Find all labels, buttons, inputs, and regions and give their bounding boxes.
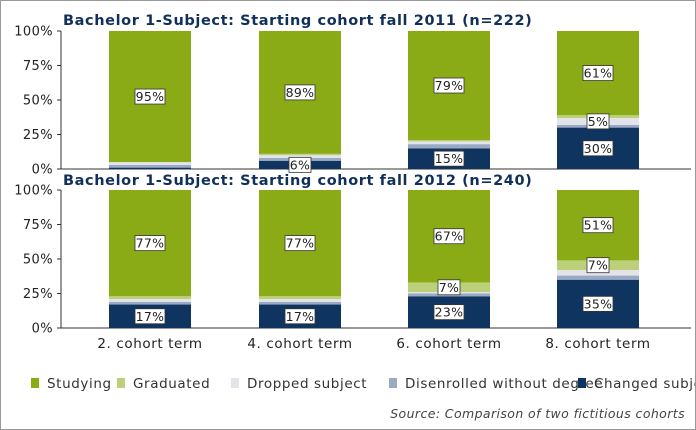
y-tick-label: 75% <box>23 59 53 74</box>
data-label-box <box>284 84 316 101</box>
data-label-box <box>433 228 465 245</box>
legend-label: Changed subject <box>594 376 696 392</box>
data-label: 89% <box>286 85 315 100</box>
data-label: 15% <box>435 151 464 166</box>
bar-segment-dropped-subject <box>259 299 341 302</box>
data-label: 61% <box>584 66 613 81</box>
x-tick-label: 2. cohort term <box>97 336 202 352</box>
panel-title: Bachelor 1-Subject: Starting cohort fall… <box>63 13 532 29</box>
data-label: 17% <box>286 309 315 324</box>
y-tick-label: 0% <box>32 163 53 178</box>
bar-segment-dropped-subject <box>408 141 490 145</box>
data-label-box <box>284 308 316 325</box>
bar-segment-disenrolled-without-degree <box>557 275 639 280</box>
legend-swatch <box>389 378 397 388</box>
data-label: 17% <box>136 309 165 324</box>
legend-label: Disenrolled without degree <box>405 376 603 392</box>
y-tick-label: 75% <box>23 218 53 233</box>
y-tick-label: 100% <box>14 184 53 199</box>
data-label: 30% <box>584 141 613 156</box>
data-label-box <box>437 279 461 296</box>
x-tick-label: 8. cohort term <box>545 336 650 352</box>
data-label-box <box>433 150 465 167</box>
y-tick-label: 50% <box>23 253 53 268</box>
bar-segment-dropped-subject <box>109 299 191 302</box>
bar-segment-dropped-subject <box>259 155 341 158</box>
data-label: 7% <box>439 280 459 295</box>
data-label: 23% <box>435 305 464 320</box>
bar-segment-graduated <box>408 140 490 142</box>
bar-segment-graduated <box>259 296 341 300</box>
data-label-box <box>134 308 166 325</box>
legend-swatch <box>31 378 39 388</box>
legend-swatch <box>231 378 239 388</box>
data-label-box <box>433 77 465 94</box>
data-label-box <box>284 235 316 252</box>
legend-label: Studying <box>47 376 112 392</box>
data-label-box <box>134 88 166 105</box>
data-label-box <box>433 304 465 321</box>
data-label: 7% <box>588 258 608 273</box>
data-label: 77% <box>136 236 165 251</box>
y-tick-label: 0% <box>32 322 53 337</box>
data-label: 77% <box>286 236 315 251</box>
data-label-box <box>582 65 614 81</box>
data-label-box <box>134 235 166 252</box>
panel-title: Bachelor 1-Subject: Starting cohort fall… <box>63 173 532 189</box>
data-label-box <box>582 295 614 312</box>
data-label-box <box>586 113 610 130</box>
data-label: 35% <box>584 296 613 311</box>
y-tick-label: 25% <box>23 128 53 143</box>
legend-label: Dropped subject <box>247 376 367 392</box>
bar-segment-changed-subject <box>109 167 191 169</box>
data-label-box <box>582 140 614 157</box>
data-label: 79% <box>435 78 464 93</box>
data-label: 95% <box>136 89 165 104</box>
data-label: 51% <box>584 218 613 233</box>
bar-segment-disenrolled-without-degree <box>109 164 191 168</box>
data-label-box <box>582 217 614 234</box>
data-label-box <box>586 257 610 274</box>
x-tick-label: 4. cohort term <box>247 336 352 352</box>
bar-segment-disenrolled-without-degree <box>408 144 490 149</box>
bar-segment-dropped-subject <box>109 162 191 165</box>
x-tick-label: 6. cohort term <box>396 336 501 352</box>
data-label: 6% <box>290 157 310 172</box>
y-tick-label: 25% <box>23 287 53 302</box>
legend-swatch <box>117 378 125 388</box>
legend-swatch <box>578 378 586 388</box>
bar-segment-disenrolled-without-degree <box>109 301 191 305</box>
bar-segment-graduated <box>109 296 191 300</box>
data-label-box <box>288 156 312 173</box>
data-label: 67% <box>435 229 464 244</box>
legend-label: Graduated <box>133 376 210 392</box>
y-tick-label: 100% <box>14 25 53 40</box>
bar-segment-disenrolled-without-degree <box>259 301 341 305</box>
bar-segment-graduated <box>259 153 341 156</box>
y-tick-label: 50% <box>23 94 53 109</box>
source-note: Source: Comparison of two fictitious coh… <box>390 406 685 421</box>
data-label: 5% <box>588 114 608 129</box>
